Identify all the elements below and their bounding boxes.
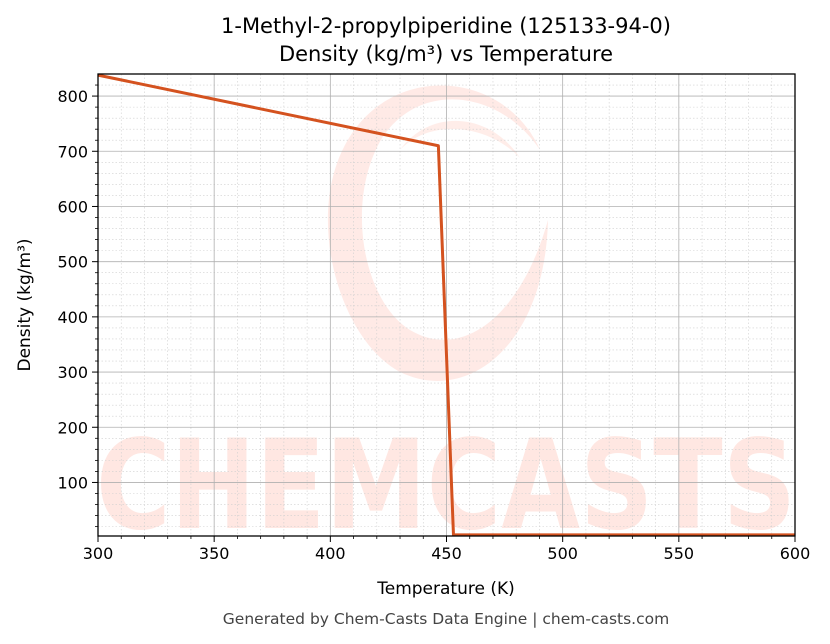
- y-axis-ticks: 100 200 300 400 500 600 700 800: [57, 84, 98, 528]
- x-tick-label: 400: [315, 544, 346, 563]
- x-tick-label: 350: [199, 544, 230, 563]
- x-tick-label: 600: [780, 544, 811, 563]
- y-tick-label: 700: [57, 142, 88, 161]
- series-layer: [97, 73, 795, 537]
- x-tick-label: 550: [664, 544, 695, 563]
- watermark-swoosh-inner: [400, 120, 520, 158]
- y-tick-label: 400: [57, 308, 88, 327]
- y-tick-label: 200: [57, 418, 88, 437]
- x-axis-ticks: 300 350 400 450 500 550 600: [83, 536, 811, 563]
- chart-title: 1-Methyl-2-propylpiperidine (125133-94-0…: [221, 14, 671, 38]
- y-tick-label: 100: [57, 473, 88, 492]
- series-line-density: [97, 73, 795, 537]
- y-tick-label: 500: [57, 253, 88, 272]
- y-tick-label: 600: [57, 197, 88, 216]
- x-axis-label: Temperature (K): [376, 579, 515, 599]
- x-tick-label: 300: [83, 544, 114, 563]
- x-tick-label: 500: [547, 544, 578, 563]
- y-tick-label: 300: [57, 363, 88, 382]
- x-tick-label: 450: [431, 544, 462, 563]
- chart-subtitle: Density (kg/m³) vs Temperature: [279, 42, 613, 66]
- y-tick-label: 800: [57, 87, 88, 106]
- y-axis-label: Density (kg/m³): [15, 238, 35, 371]
- footer-credit: Generated by Chem-Casts Data Engine | ch…: [223, 610, 669, 628]
- watermark-swoosh-outer: [327, 85, 548, 381]
